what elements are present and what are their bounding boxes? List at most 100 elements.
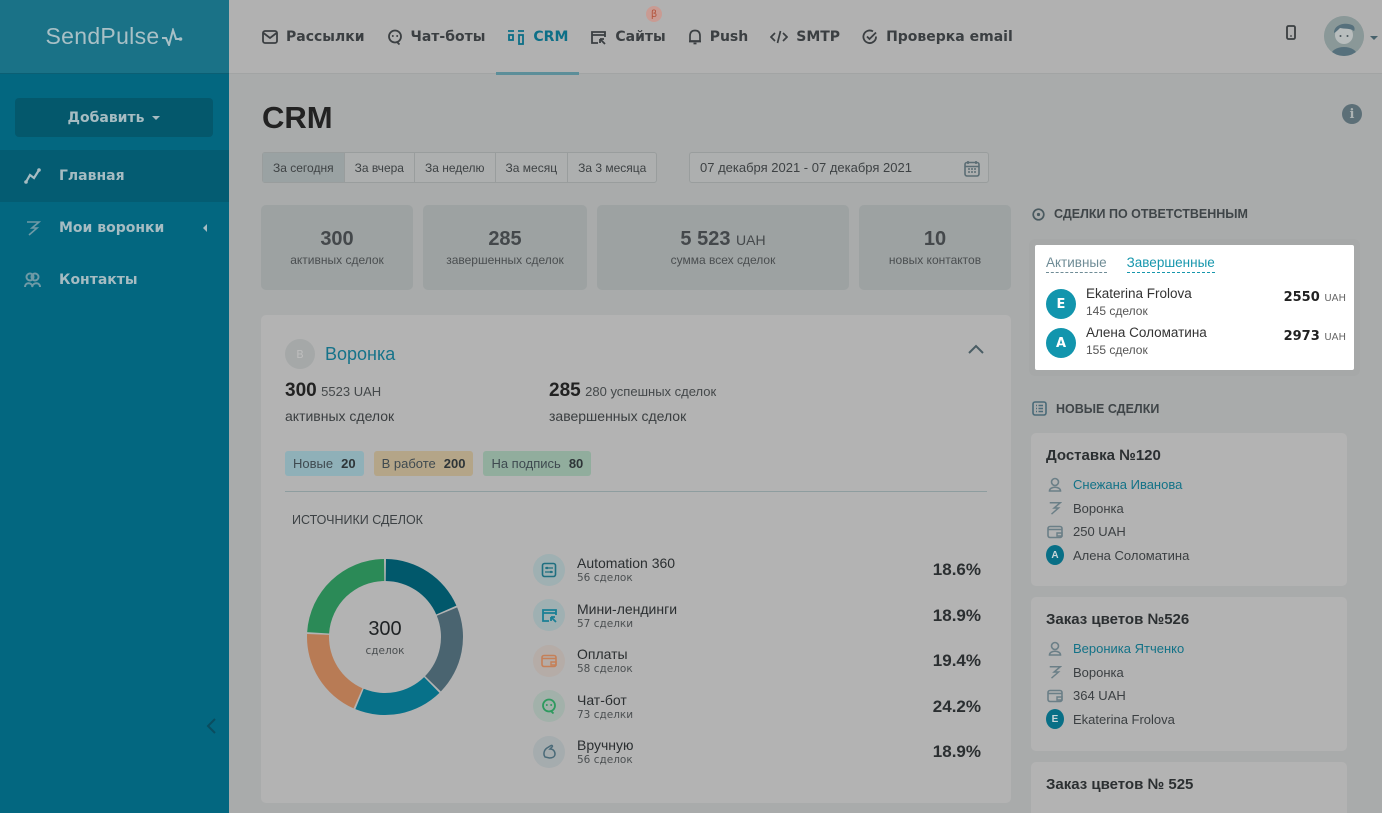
deal-title[interactable]: Доставка №120: [1046, 447, 1161, 464]
automation-icon: [533, 553, 565, 586]
stage-new[interactable]: Новые 20: [285, 451, 364, 476]
deal-title[interactable]: Заказ цветов №526: [1046, 611, 1190, 628]
source-text: Чат-бот 73 сделки: [577, 692, 633, 721]
chat-icon: [387, 29, 402, 45]
tab-mailings[interactable]: Рассылки: [251, 0, 376, 74]
contacts-icon: [24, 271, 42, 289]
donut-slice-чат-бот[interactable]: [307, 559, 385, 634]
range-month-button[interactable]: За месяц: [496, 153, 569, 182]
metric-extra: 5523 UAH: [321, 384, 382, 399]
bell-icon: [688, 29, 701, 45]
tab-label: Проверка email: [886, 29, 1013, 45]
date-range-input[interactable]: 07 декабря 2021 - 07 декабря 2021: [689, 152, 989, 183]
deal-amount-value: 364 UAH: [1073, 688, 1126, 704]
source-count: 58 сделок: [577, 663, 633, 676]
chevron-left-icon: [203, 224, 207, 232]
person-icon: [1046, 641, 1064, 657]
sidebar-item-funnels[interactable]: Мои воронки: [0, 202, 229, 254]
responsible-row[interactable]: E Ekaterina Frolova 145 сделок 2550 UAH: [1046, 286, 1346, 322]
page-title: CRM: [262, 100, 333, 135]
main-content: CRM i За сегодня За вчера За неделю За м…: [229, 75, 1382, 813]
chat-icon: [533, 690, 565, 723]
contact-link[interactable]: Вероника Ятченко: [1073, 641, 1185, 657]
logo[interactable]: SendPulse: [0, 0, 229, 74]
source-percent: 18.6%: [932, 560, 981, 579]
deal-amount: 250 UAH: [1046, 520, 1332, 544]
donut-slice-мини-лендинги[interactable]: [355, 677, 440, 715]
source-row: Мини-лендинги 57 сделки 18.9%: [533, 593, 981, 639]
funnel-metrics: 300 5523 UAH активных сделок 285 280 усп…: [285, 380, 813, 424]
deal-owner-name: Алена Соломатина: [1073, 547, 1190, 563]
tab-active-deals[interactable]: Активные: [1046, 255, 1107, 273]
info-icon[interactable]: i: [1342, 104, 1362, 124]
sidebar-item-home[interactable]: Главная: [0, 150, 229, 202]
caret-down-icon[interactable]: [1370, 36, 1378, 40]
sidebar-nav: Главная Мои воронки Контакты: [0, 150, 229, 306]
donut-slice-оплаты[interactable]: [307, 634, 363, 709]
brand-name: SendPulse: [45, 23, 160, 49]
funnel-icon: [24, 219, 42, 237]
funnel-active-metric: 300 5523 UAH активных сделок: [285, 380, 549, 424]
stat-card-active: 300 активных сделок: [261, 205, 413, 290]
source-text: Оплаты 58 сделок: [577, 646, 633, 675]
stats-row: 300 активных сделок 285 завершенных сдел…: [261, 205, 1011, 290]
range-week-button[interactable]: За неделю: [415, 153, 496, 182]
responsible-row[interactable]: А Алена Соломатина 155 сделок 2973 UAH: [1046, 325, 1346, 361]
tab-email-verification[interactable]: Проверка email: [851, 0, 1024, 74]
metric-label: завершенных сделок: [549, 408, 687, 424]
metric-extra: 280 успешных сделок: [585, 384, 717, 399]
crm-icon: [508, 30, 525, 45]
tab-label: Push: [709, 29, 749, 45]
tab-completed-deals[interactable]: Завершенные: [1126, 255, 1215, 273]
date-range-buttons: За сегодня За вчера За неделю За месяц З…: [262, 152, 658, 183]
deal-amount: 364 UAH: [1046, 684, 1332, 708]
responsible-sum: 2550 UAH: [1283, 290, 1346, 305]
add-button[interactable]: Добавить: [15, 98, 213, 137]
tab-push[interactable]: Push: [677, 0, 760, 74]
deal-card[interactable]: Заказ цветов № 525: [1031, 762, 1347, 813]
stage-label: Новые: [293, 456, 334, 471]
deal-card[interactable]: Заказ цветов №526 Вероника Ятченко Ворон…: [1031, 597, 1347, 751]
funnel-stages: Новые 20 В работе 200 На подпись 80: [285, 451, 592, 476]
hand-icon: [533, 735, 565, 768]
section-title: СДЕЛКИ ПО ОТВЕТСТВЕННЫМ: [1054, 207, 1248, 221]
user-avatar-image: [1324, 16, 1364, 56]
user-avatar[interactable]: [1324, 16, 1364, 56]
responsible-name: Алена Соломатина: [1086, 325, 1207, 340]
donut-slice-вручную[interactable]: [425, 607, 463, 692]
funnel-title[interactable]: Воронка: [325, 343, 396, 364]
wallet-icon: [1046, 689, 1064, 703]
funnel-icon: [1046, 501, 1064, 515]
contact-link[interactable]: Снежана Иванова: [1073, 477, 1183, 493]
stat-value: 300: [320, 228, 354, 250]
responsible-card: Активные Завершенные E Ekaterina Frolova…: [1035, 245, 1354, 370]
donut-slice-automation-360[interactable]: [385, 559, 457, 615]
landing-icon: [533, 599, 565, 632]
range-today-button[interactable]: За сегодня: [263, 153, 345, 182]
tab-chatbots[interactable]: Чат-боты: [376, 0, 497, 74]
sidebar-item-contacts[interactable]: Контакты: [0, 254, 229, 306]
collapse-sidebar-icon[interactable]: [205, 717, 219, 735]
tab-sites[interactable]: Сайты β: [579, 0, 676, 74]
source-count: 73 сделки: [577, 708, 634, 721]
stage-in-progress[interactable]: В работе 200: [373, 451, 474, 476]
range-3-months-button[interactable]: За 3 месяца: [578, 160, 647, 175]
currency: UAH: [1324, 293, 1346, 304]
stat-value: 5 523 UAH: [680, 228, 766, 250]
tab-smtp[interactable]: SMTP: [759, 0, 851, 74]
stat-label: завершенных сделок: [446, 253, 564, 267]
source-name: Оплаты: [577, 646, 628, 663]
source-text: Вручную 56 сделок: [577, 737, 634, 766]
sidebar: SendPulse Добавить Главная Мои воронки К…: [0, 0, 229, 813]
calendar-icon: [964, 161, 980, 177]
chevron-up-icon[interactable]: [967, 343, 985, 355]
stage-signing[interactable]: На подпись 80: [483, 451, 592, 476]
deal-amount-value: 250 UAH: [1073, 524, 1126, 540]
range-yesterday-button[interactable]: За вчера: [345, 153, 415, 182]
responsible-sum: 2973 UAH: [1283, 329, 1346, 344]
deal-title[interactable]: Заказ цветов № 525: [1046, 776, 1194, 793]
deal-card[interactable]: Доставка №120 Снежана Иванова Воронка 25…: [1031, 433, 1347, 586]
sites-icon: [591, 30, 607, 45]
mobile-icon[interactable]: [1285, 25, 1297, 41]
tab-crm[interactable]: CRM: [496, 0, 580, 75]
